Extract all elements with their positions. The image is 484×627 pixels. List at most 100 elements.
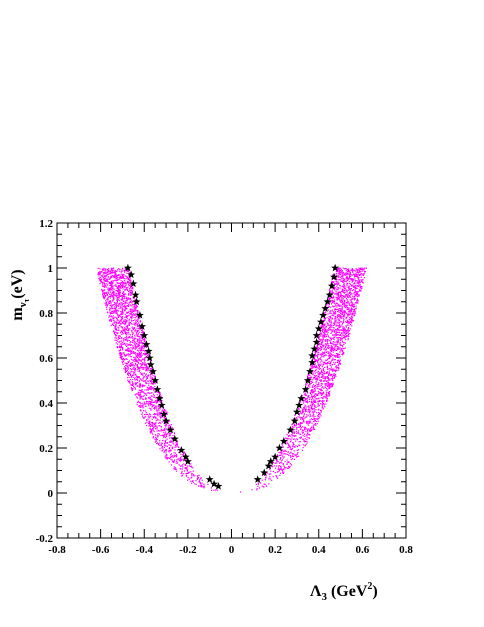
band-point <box>126 305 128 307</box>
band-point <box>141 402 143 404</box>
band-point <box>350 278 352 280</box>
band-point <box>102 276 104 279</box>
band-point <box>132 319 135 322</box>
band-point <box>139 395 141 397</box>
band-point <box>162 435 165 437</box>
band-point <box>321 347 323 349</box>
band-point <box>173 460 175 462</box>
band-point <box>275 460 278 462</box>
band-point <box>304 400 307 402</box>
band-point <box>128 293 130 295</box>
band-point <box>284 466 286 469</box>
band-point <box>112 297 115 299</box>
band-point <box>136 401 138 404</box>
band-point <box>329 315 331 317</box>
band-point <box>188 465 190 467</box>
band-point <box>341 276 343 278</box>
band-point <box>362 268 364 270</box>
band-point <box>308 395 310 397</box>
band-point <box>330 341 332 344</box>
band-point <box>356 295 358 297</box>
band-point <box>103 272 105 274</box>
band-point <box>293 426 295 428</box>
band-point <box>348 322 351 324</box>
band-point <box>308 411 311 413</box>
band-point <box>115 305 117 307</box>
band-point <box>126 282 128 284</box>
band-point <box>117 338 119 340</box>
band-point <box>111 283 113 285</box>
band-point <box>307 414 309 416</box>
band-point <box>304 398 306 400</box>
band-point <box>143 402 145 404</box>
band-point <box>328 379 330 381</box>
band-point <box>165 449 167 451</box>
band-point <box>121 326 123 328</box>
band-point <box>119 282 121 284</box>
band-point <box>302 408 304 410</box>
band-point <box>104 285 106 288</box>
band-point <box>277 456 279 458</box>
band-point <box>161 434 164 436</box>
band-point <box>324 346 326 348</box>
band-point <box>143 395 145 397</box>
band-point <box>350 307 353 309</box>
band-point <box>144 352 147 354</box>
band-point <box>149 388 152 390</box>
band-point <box>126 278 128 280</box>
band-point <box>143 401 145 403</box>
band-point <box>126 353 128 355</box>
band-point <box>337 346 339 348</box>
band-point <box>327 368 329 370</box>
band-point <box>349 273 351 275</box>
band-point <box>330 292 333 294</box>
band-point <box>145 419 148 421</box>
band-point <box>155 440 157 442</box>
band-point <box>337 293 340 296</box>
band-point <box>297 424 300 426</box>
band-point <box>107 297 109 299</box>
band-point <box>133 343 135 345</box>
band-point <box>130 319 133 321</box>
band-point <box>347 339 349 341</box>
band-point <box>309 392 312 395</box>
band-point <box>337 341 339 343</box>
band-point <box>321 366 323 368</box>
band-point <box>342 353 345 355</box>
band-point <box>354 311 357 313</box>
band-point <box>315 354 317 357</box>
band-point <box>115 312 117 314</box>
band-point <box>138 356 141 358</box>
band-point <box>124 285 127 287</box>
band-point <box>336 302 338 304</box>
band-point <box>156 410 159 412</box>
band-point <box>333 361 335 364</box>
band-point <box>327 335 329 337</box>
band-point <box>336 289 338 291</box>
band-point <box>139 397 141 399</box>
band-point <box>139 340 141 342</box>
band-point <box>317 359 319 361</box>
band-point <box>345 312 348 315</box>
band-point <box>351 284 353 286</box>
band-point <box>121 273 124 275</box>
band-point <box>339 284 341 287</box>
band-point <box>137 319 139 321</box>
band-point <box>269 476 271 478</box>
band-point <box>319 358 321 360</box>
band-point <box>295 454 297 456</box>
band-point <box>305 394 307 396</box>
band-point <box>276 459 278 461</box>
band-point <box>303 409 305 411</box>
band-point <box>107 298 109 300</box>
band-point <box>297 455 300 457</box>
band-point <box>130 364 132 367</box>
band-point <box>157 419 159 421</box>
band-point <box>336 327 339 329</box>
band-point <box>112 304 115 306</box>
band-point <box>291 427 293 429</box>
band-point <box>317 348 319 350</box>
band-point <box>300 422 302 425</box>
band-point <box>132 328 134 330</box>
band-point <box>136 367 138 369</box>
